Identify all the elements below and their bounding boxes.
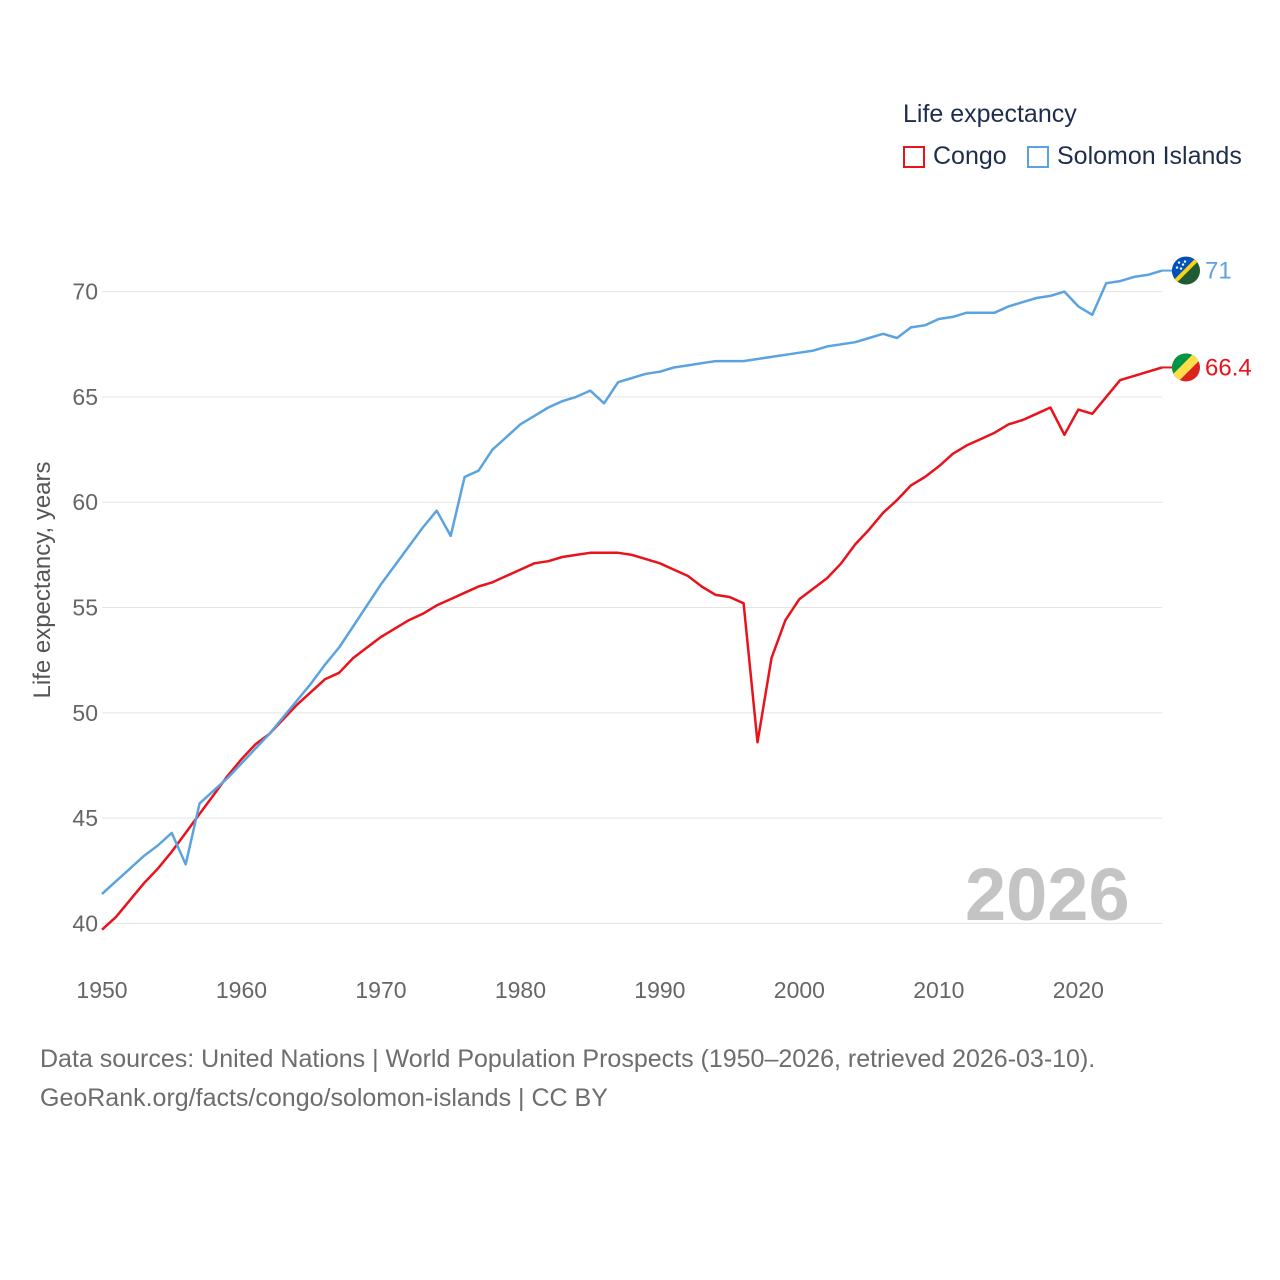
flag-icon-solomon-islands [1172,256,1200,285]
y-tick-60: 60 [72,489,98,515]
y-tick-65: 65 [72,384,98,410]
legend-label-congo: Congo [933,142,1007,170]
footer-sources: Data sources: United Nations | World Pop… [40,1045,1096,1073]
legend-item-solomon-islands[interactable]: Solomon Islands [1027,142,1242,171]
x-tick-2000: 2000 [774,977,825,1003]
y-tick-70: 70 [72,279,98,305]
flag-icon-congo [1172,353,1200,382]
legend-title: Life expectancy [903,100,1077,128]
y-tick-45: 45 [72,805,98,831]
y-axis-title: Life expectancy, years [29,461,56,699]
end-markers: 66.4 71 [1162,256,1252,382]
y-tick-40: 40 [72,910,98,936]
series-lines [101,269,1163,931]
x-tick-2020: 2020 [1053,977,1104,1003]
legend-label-solomon-islands: Solomon Islands [1057,142,1242,170]
x-tick-1980: 1980 [495,977,546,1003]
x-tick-1960: 1960 [216,977,267,1003]
x-tick-labels: 1950 1960 1970 1980 1990 2000 2010 2020 [76,977,1103,1003]
x-tick-2010: 2010 [913,977,964,1003]
x-tick-1950: 1950 [76,977,127,1003]
grid-lines [102,291,1162,924]
series-line-congo [101,366,1163,931]
legend-swatch-congo [903,145,925,168]
x-tick-1970: 1970 [355,977,406,1003]
year-watermark: 2026 [965,853,1130,936]
footer-attribution[interactable]: GeoRank.org/facts/congo/solomon-islands … [40,1084,608,1112]
y-tick-labels: 40 45 50 55 60 65 70 [72,279,98,937]
legend-item-congo[interactable]: Congo [903,142,1007,171]
legend-swatch-solomon-islands [1027,145,1049,168]
series-line-solomon-islands [101,269,1163,895]
end-label-solomon-islands: 71 [1205,258,1232,285]
end-label-congo: 66.4 [1205,354,1252,381]
x-tick-1990: 1990 [634,977,685,1003]
y-tick-50: 50 [72,700,98,726]
y-tick-55: 55 [72,595,98,621]
